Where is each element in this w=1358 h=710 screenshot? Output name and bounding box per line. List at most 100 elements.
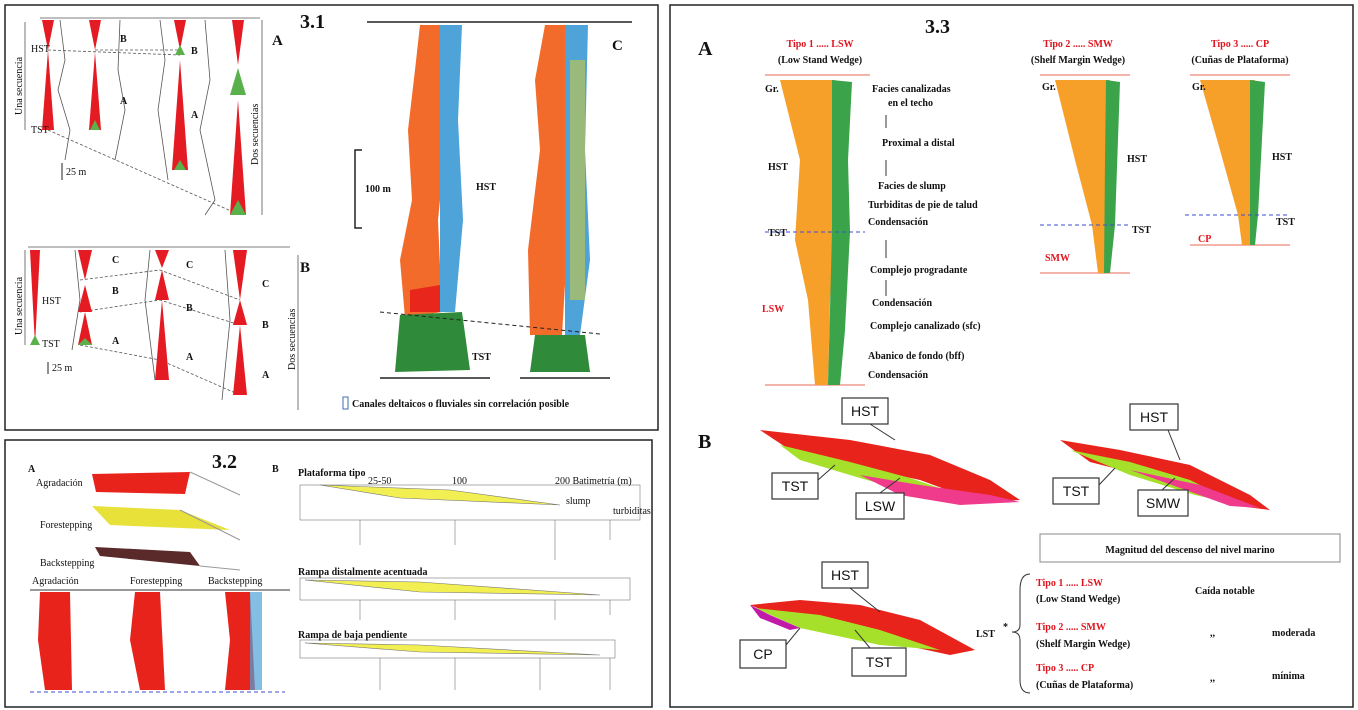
magnitude-box xyxy=(1039,533,1341,563)
annotations: Facies canalizadas en el techo Proximal … xyxy=(868,84,981,381)
annotation: Condensación xyxy=(868,217,928,228)
section-label: B xyxy=(698,431,711,453)
unit-label: A xyxy=(262,370,270,381)
callout-label: LSW xyxy=(865,498,896,514)
log-label: Gr. xyxy=(765,84,779,95)
callout-label: TST xyxy=(866,654,893,670)
callout-label: SMW xyxy=(1146,495,1181,511)
scale-label: 25 m xyxy=(52,363,73,374)
magnitude-title: Magnitud del descenso del nivel marino xyxy=(1105,545,1274,556)
sequence-label: Una secuencia xyxy=(14,56,25,115)
sequence-triangles xyxy=(30,250,247,395)
sequence-diagram-b xyxy=(24,246,299,410)
unit-label: C xyxy=(112,255,119,266)
section-label: B xyxy=(272,464,279,475)
annotation: Complejo canalizado (sfc) xyxy=(870,321,981,332)
annotation: Proximal a distal xyxy=(882,138,955,149)
note-label: slump xyxy=(566,496,590,507)
callout-label: TST xyxy=(782,478,809,494)
section-label: C xyxy=(612,38,623,54)
unit-label: A xyxy=(191,110,199,121)
panel-number: 3.3 xyxy=(925,16,950,38)
row-subtitle: (Low Stand Wedge) xyxy=(1036,594,1120,605)
tract-label: TST xyxy=(31,125,49,136)
legend-text: Canales deltaicos o fluviales sin correl… xyxy=(352,399,570,410)
row-mark: ,, xyxy=(1210,673,1216,684)
log-label: CP xyxy=(1198,234,1211,245)
annotation: Abanico de fondo (bff) xyxy=(868,351,964,362)
unit-label: C xyxy=(186,260,193,271)
depth-label: 100 xyxy=(452,476,467,487)
annotation: Facies canalizadas xyxy=(872,84,951,95)
log-header: Agradación xyxy=(32,576,79,587)
annotation: Complejo progradante xyxy=(870,265,968,276)
tract-label: HST xyxy=(476,182,496,193)
callout-label: TST xyxy=(1063,483,1090,499)
log-label: HST xyxy=(1272,152,1292,163)
section-label: A xyxy=(698,38,713,60)
type-subtitle: (Cuñas de Plataforma) xyxy=(1191,55,1288,66)
sequence-label: Una secuencia xyxy=(14,276,25,335)
callout-label: HST xyxy=(851,403,879,419)
scale-label: 100 m xyxy=(365,184,392,195)
sequence-label: Dos secuencias xyxy=(250,104,261,165)
profile-label: Plataforma tipo xyxy=(298,468,366,479)
brace xyxy=(1011,573,1031,694)
profile-label: Rampa de baja pendiente xyxy=(298,630,408,641)
log-header: Forestepping xyxy=(130,576,182,587)
annotation: Turbiditas de pie de talud xyxy=(868,200,978,211)
row-subtitle: (Cuñas de Plataforma) xyxy=(1036,680,1133,691)
lst-label: LST xyxy=(976,629,995,640)
wedge-diagrams xyxy=(750,430,1270,655)
unit-label: B xyxy=(186,303,193,314)
tract-label: TST xyxy=(42,339,60,350)
log-label: LSW xyxy=(762,304,784,315)
panel-number: 3.2 xyxy=(212,451,237,473)
stacking-patterns xyxy=(30,471,290,693)
row-title: Tipo 3 ..... CP xyxy=(1036,663,1094,674)
depth-label: 200 Batimetría (m) xyxy=(555,476,632,487)
row-title: Tipo 2 ..... SMW xyxy=(1036,622,1106,633)
note-label: turbiditas xyxy=(613,506,651,517)
pattern-label: Backstepping xyxy=(40,558,94,569)
log-label: SMW xyxy=(1045,253,1070,264)
annotation: Condensación xyxy=(868,370,928,381)
type-subtitle: (Low Stand Wedge) xyxy=(778,55,862,66)
log-label: Gr. xyxy=(1042,82,1056,93)
type-title: Tipo 3 ..... CP xyxy=(1211,39,1269,50)
log-label: TST xyxy=(1276,217,1295,228)
pattern-label: Agradación xyxy=(36,478,83,489)
tract-label: TST xyxy=(472,352,491,363)
row-drop: Caída notable xyxy=(1195,586,1255,597)
ramp-profiles xyxy=(299,484,641,690)
unit-label: C xyxy=(262,279,269,290)
panel-number: 3.1 xyxy=(300,11,325,33)
depth-label: 25-50 xyxy=(368,476,391,487)
log-label: Gr. xyxy=(1192,82,1206,93)
log-label: TST xyxy=(1132,225,1151,236)
unit-label: B xyxy=(262,320,269,331)
unit-label: A xyxy=(186,352,194,363)
annotation: Condensación xyxy=(872,298,932,309)
unit-label: B xyxy=(191,46,198,57)
log-header: Backstepping xyxy=(208,576,262,587)
section-label: B xyxy=(300,260,310,276)
callout-label: HST xyxy=(831,567,859,583)
tract-label: HST xyxy=(31,44,50,55)
row-mark: ,, xyxy=(1210,628,1216,639)
row-title: Tipo 1 ..... LSW xyxy=(1036,578,1103,589)
row-drop: moderada xyxy=(1272,628,1315,639)
callout-label: CP xyxy=(753,646,772,662)
sequence-triangles xyxy=(42,20,246,215)
row-drop: mínima xyxy=(1272,671,1305,682)
pattern-label: Forestepping xyxy=(40,520,92,531)
type-subtitle: (Shelf Margin Wedge) xyxy=(1031,55,1125,66)
lst-mark: * xyxy=(1003,622,1008,633)
tract-label: HST xyxy=(42,296,61,307)
log-label: HST xyxy=(768,162,788,173)
scale-label: 25 m xyxy=(66,167,87,178)
legend-swatch xyxy=(342,396,349,410)
annotation: en el techo xyxy=(888,98,933,109)
section-label: A xyxy=(272,33,283,49)
